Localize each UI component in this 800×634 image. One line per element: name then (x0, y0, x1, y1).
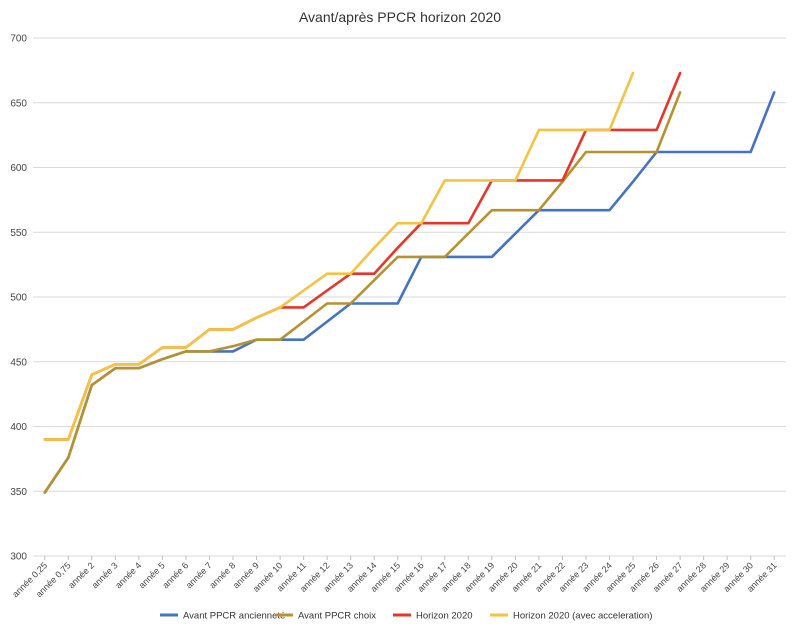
y-tick-label-700: 700 (10, 34, 27, 45)
series-line-2 (43, 91, 682, 494)
y-tick-label-500: 500 (10, 293, 27, 304)
y-tick-label-350: 350 (10, 487, 27, 498)
y-tick-label-450: 450 (10, 357, 27, 368)
y-axis-ticks: 300 350 400 450 500 550 600 650 700 (10, 34, 27, 563)
y-tick-label-650: 650 (10, 98, 27, 109)
series-line-4 (43, 71, 635, 441)
y-tick-label-600: 600 (10, 163, 27, 174)
legend-label-4: Horizon 2020 (avec acceleration) (513, 611, 652, 622)
series-lines (43, 71, 776, 494)
y-tick-label-300: 300 (10, 552, 27, 563)
chart-title: Avant/après PPCR horizon 2020 (299, 9, 501, 25)
legend-label-2: Avant PPCR choix (298, 611, 376, 622)
legend-label-1: Avant PPCR ancienneté (183, 611, 285, 622)
legend: Avant PPCR ancienneté Avant PPCR choix Hor… (160, 611, 652, 622)
y-tick-label-550: 550 (10, 228, 27, 239)
y-tick-label-400: 400 (10, 422, 27, 433)
legend-label-3: Horizon 2020 (416, 611, 473, 622)
